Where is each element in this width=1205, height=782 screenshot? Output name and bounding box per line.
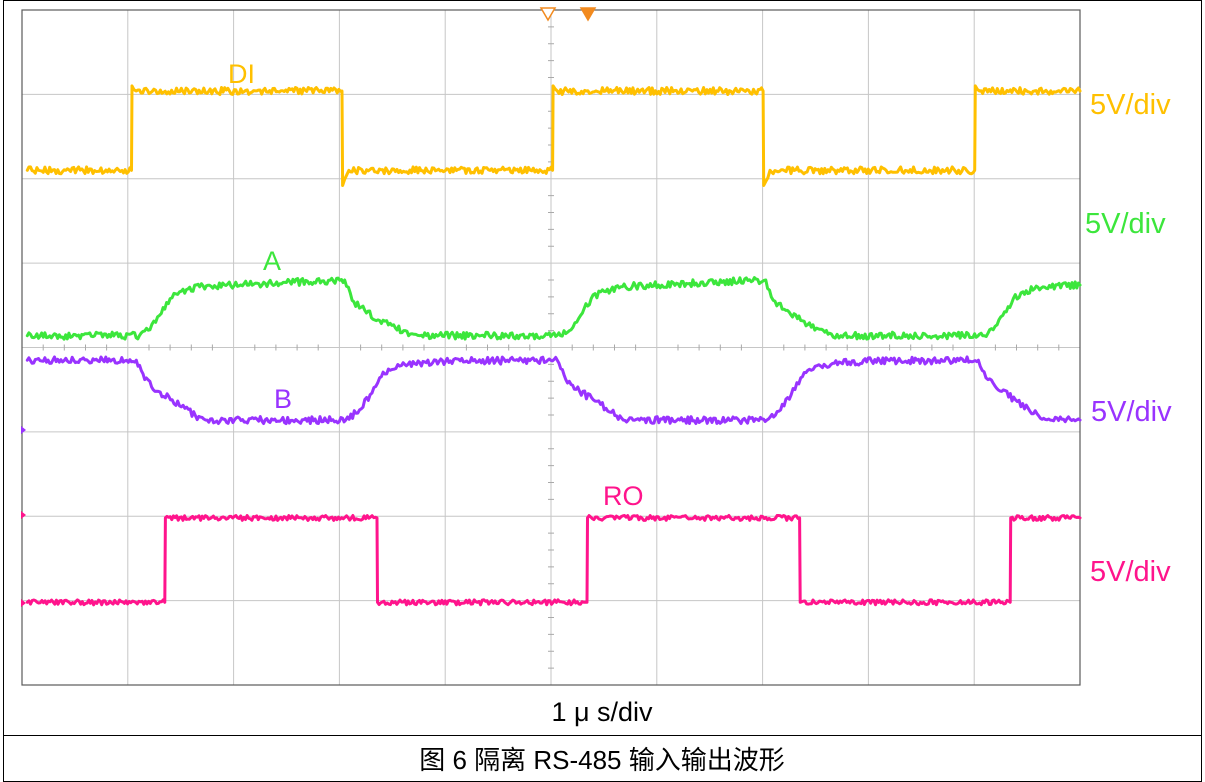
series-label-b: B: [274, 384, 292, 414]
series-label-a: A: [263, 246, 281, 276]
series-label-ro: RO: [603, 481, 644, 511]
channel-ro-marker-icon: [21, 599, 26, 607]
channel-ro-marker-icon: [21, 511, 26, 519]
center-axis-ticks: [42, 26, 1060, 669]
scale-label-ro: 5V/div: [1090, 556, 1171, 588]
series-label-di: DI: [228, 59, 255, 89]
scale-label-b: 5V/div: [1091, 396, 1172, 428]
trace-di: [25, 84, 1082, 187]
traces: [25, 84, 1082, 607]
scale-label-a: 5V/div: [1085, 208, 1166, 240]
graticule: [22, 10, 1080, 685]
trace-ro: [25, 514, 1082, 607]
trigger-marker-icon: [579, 7, 597, 22]
scale-label-di: 5V/div: [1090, 89, 1171, 121]
figure-caption: 图 6 隔离 RS-485 输入输出波形: [419, 745, 785, 775]
channel-b-marker-icon: [21, 426, 26, 434]
trace-a: [25, 276, 1082, 341]
trigger-position-icon: [539, 7, 557, 22]
x-axis-label: 1 μ s/div: [551, 697, 653, 727]
trace-b: [25, 355, 1082, 426]
screen-markers: [21, 7, 597, 607]
table-border: [3, 0, 1202, 782]
